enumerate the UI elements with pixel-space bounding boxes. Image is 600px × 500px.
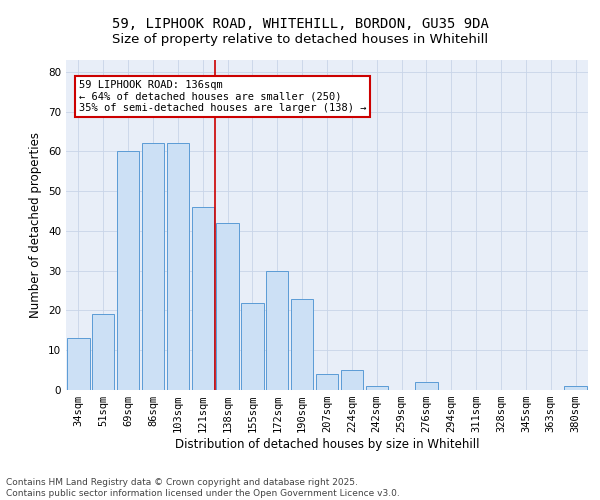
- Bar: [565, 386, 587, 390]
- X-axis label: Distribution of detached houses by size in Whitehill: Distribution of detached houses by size …: [175, 438, 479, 451]
- Y-axis label: Number of detached properties: Number of detached properties: [29, 132, 43, 318]
- Bar: [92, 314, 115, 390]
- Bar: [241, 302, 263, 390]
- Bar: [191, 207, 214, 390]
- Text: 59, LIPHOOK ROAD, WHITEHILL, BORDON, GU35 9DA: 59, LIPHOOK ROAD, WHITEHILL, BORDON, GU3…: [112, 18, 488, 32]
- Bar: [167, 144, 189, 390]
- Text: Contains HM Land Registry data © Crown copyright and database right 2025.
Contai: Contains HM Land Registry data © Crown c…: [6, 478, 400, 498]
- Bar: [67, 338, 89, 390]
- Bar: [266, 270, 289, 390]
- Bar: [415, 382, 437, 390]
- Bar: [291, 298, 313, 390]
- Text: Size of property relative to detached houses in Whitehill: Size of property relative to detached ho…: [112, 32, 488, 46]
- Bar: [341, 370, 363, 390]
- Bar: [217, 223, 239, 390]
- Text: 59 LIPHOOK ROAD: 136sqm
← 64% of detached houses are smaller (250)
35% of semi-d: 59 LIPHOOK ROAD: 136sqm ← 64% of detache…: [79, 80, 367, 113]
- Bar: [316, 374, 338, 390]
- Bar: [142, 144, 164, 390]
- Bar: [117, 152, 139, 390]
- Bar: [365, 386, 388, 390]
